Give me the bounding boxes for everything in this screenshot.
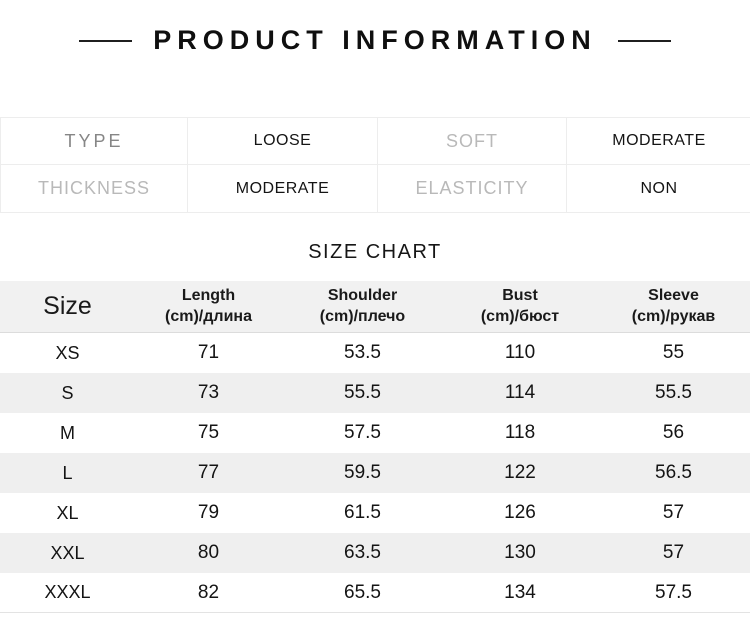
sleeve-cell: 57	[662, 502, 685, 523]
table-row-l: L 77 59.5 122 56.5	[0, 453, 750, 493]
size-cell: M	[60, 422, 75, 443]
shoulder-cell: 55.5	[344, 382, 381, 403]
size-table: Size Length (cm)/длина Shoulder (cm)/пле…	[0, 281, 750, 613]
sleeve-cell: 55.5	[655, 382, 692, 403]
attr-value-thickness-text: MODERATE	[235, 179, 330, 197]
sleeve-cell: 55	[662, 342, 685, 363]
size-cell: XL	[56, 502, 79, 523]
size-cell: XS	[55, 342, 80, 363]
size-cell: L	[62, 462, 73, 483]
length-cell: 71	[197, 342, 220, 363]
header-cell-length: Length (cm)/длина	[135, 286, 282, 327]
table-row-xxl: XXL 80 63.5 130 57	[0, 533, 750, 573]
header-cell-length-line1: Length	[181, 287, 236, 305]
length-cell: 82	[197, 581, 220, 603]
header-cell-size: Size	[43, 292, 92, 320]
header-cell-shoulder: Shoulder (cm)/плечо	[282, 286, 443, 327]
bust-cell: 134	[504, 581, 536, 603]
shoulder-cell: 59.5	[344, 462, 381, 483]
header-cell-bust-line2: (cm)/бюст	[480, 307, 560, 325]
shoulder-cell: 63.5	[344, 542, 381, 563]
table-row-xs: XS 71 53.5 110 55	[0, 333, 750, 373]
attr-label-softness-text: SOFT	[446, 130, 498, 151]
bust-cell: 118	[504, 422, 536, 443]
length-cell: 80	[197, 542, 220, 563]
sleeve-cell: 57.5	[655, 581, 692, 603]
bust-cell: 126	[504, 502, 536, 523]
header-cell-sleeve-line2: (cm)/рукав	[631, 307, 716, 325]
size-cell: XXL	[50, 542, 85, 563]
length-cell: 77	[197, 462, 220, 483]
length-cell: 75	[197, 422, 220, 443]
shoulder-cell: 53.5	[344, 342, 381, 363]
attr-label-thickness: THICKNESS	[1, 165, 188, 212]
shoulder-cell: 65.5	[344, 581, 381, 603]
product-info-title: PRODUCT INFORMATION	[153, 25, 597, 55]
header-cell-shoulder-line1: Shoulder	[327, 287, 398, 305]
header-cell-sleeve: Sleeve (cm)/рукав	[597, 286, 750, 327]
length-cell: 73	[197, 382, 220, 403]
shoulder-cell: 61.5	[344, 502, 381, 523]
attr-value-type-text: LOOSE	[253, 132, 312, 149]
table-row-xl: XL 79 61.5 126 57	[0, 493, 750, 533]
header-divider-right	[617, 39, 671, 42]
size-cell: XXXL	[44, 582, 91, 602]
table-row-xxxl: XXXL 82 65.5 134 57.5	[0, 573, 750, 613]
bust-cell: 130	[504, 542, 536, 563]
header-cell-bust: Bust (cm)/бюст	[443, 286, 597, 327]
attr-label-type-text: TYPE	[64, 130, 124, 151]
size-table-header: Size Length (cm)/длина Shoulder (cm)/пле…	[0, 281, 750, 333]
header-cell-sleeve-line1: Sleeve	[648, 287, 699, 305]
product-info-header: PRODUCT INFORMATION	[0, 0, 750, 56]
attr-label-thickness-text: THICKNESS	[37, 178, 151, 198]
header-cell-bust-line1: Bust	[502, 287, 538, 305]
attr-label-elasticity-text: ELASTICITY	[415, 178, 529, 198]
attr-label-type: TYPE	[1, 118, 188, 165]
attr-label-softness: SOFT	[378, 118, 567, 165]
length-cell: 79	[197, 502, 220, 523]
sleeve-cell: 56.5	[655, 462, 692, 483]
bust-cell: 122	[504, 462, 536, 483]
attr-value-softness: MODERATE	[567, 118, 750, 165]
header-cell-shoulder-line2: (cm)/плечо	[319, 307, 406, 325]
sleeve-cell: 57	[662, 542, 685, 563]
table-row-s: S 73 55.5 114 55.5	[0, 373, 750, 413]
attr-value-softness-text: MODERATE	[612, 132, 706, 149]
sleeve-cell: 56	[662, 422, 685, 443]
table-row-m: M 75 57.5 118 56	[0, 413, 750, 453]
attr-label-elasticity: ELASTICITY	[378, 165, 567, 212]
header-divider-left	[79, 39, 133, 42]
size-chart-title: SIZE CHART	[308, 241, 442, 263]
attribute-table: TYPE LOOSE SOFT MODERATE THICKNESS MODER…	[0, 117, 750, 213]
attr-value-elasticity: NON	[567, 165, 750, 212]
bust-cell: 110	[504, 342, 536, 363]
bust-cell: 114	[504, 382, 536, 403]
attr-value-elasticity-text: NON	[640, 179, 678, 197]
header-cell-length-line2: (cm)/длина	[165, 307, 252, 325]
size-cell: S	[61, 382, 74, 403]
shoulder-cell: 57.5	[344, 422, 381, 443]
attr-value-thickness: MODERATE	[188, 165, 378, 212]
attr-value-type: LOOSE	[188, 118, 378, 165]
